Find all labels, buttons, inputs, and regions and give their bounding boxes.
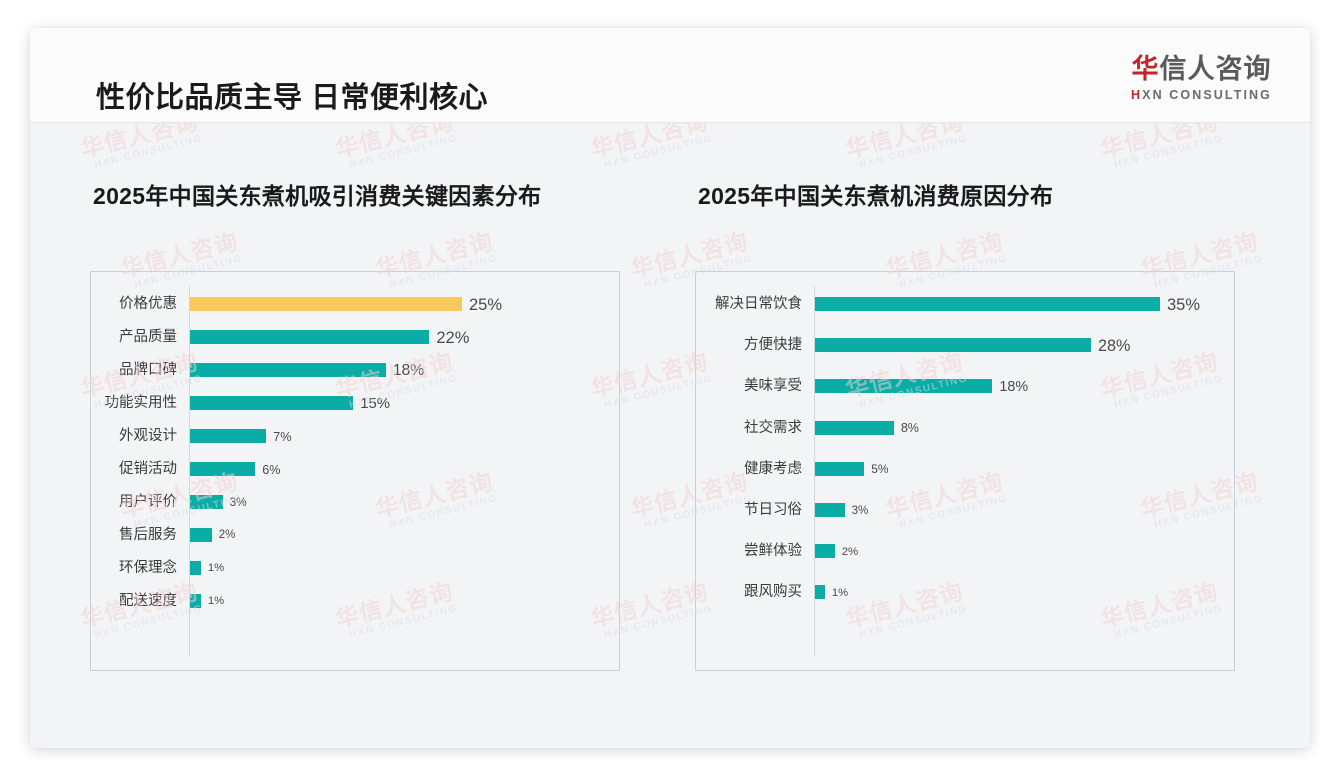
logo-accent-char: 华 [1131,54,1160,84]
bar-category-label: 节日习俗 [744,502,802,518]
bar-category-label: 功能实用性 [104,395,178,411]
bar [815,503,845,517]
bar-value-label: 2% [841,545,859,558]
bar [190,429,267,443]
bar-category-label: 方便快捷 [744,337,802,354]
bar-category-label: 品牌口碑 [119,362,177,378]
bar-category-label: 尝鲜体验 [744,543,802,560]
bar [815,461,865,476]
bar-row: 健康考虑 5% [696,461,1234,477]
bar-value-label: 5% [871,461,889,476]
bar-value-label: 18% [392,362,425,380]
logo-rest-chars: 信人咨询 [1159,54,1272,84]
bar-value-label: 28% [1098,337,1131,356]
bar [190,396,354,410]
slide-body: 2025年中国关东煮机吸引消费关键因素分布 价格优惠 25% 产品质量 22% 品牌口碑… [30,123,1310,748]
page-title: 性价比品质主导 日常便利核心 [96,82,489,114]
bar-category-label: 跟风购买 [744,584,802,601]
bar [190,297,462,311]
bar-series-left: 价格优惠 25% 产品质量 22% 品牌口碑 18% 功能实用性 15% 外观设计 7% 促销活动 6… [91,272,619,670]
bar [815,420,894,435]
plot-area-left: 价格优惠 25% 产品质量 22% 品牌口碑 18% 功能实用性 15% 外观设计 7% 促销活动 6… [91,272,619,670]
bar-row: 美味享受 18% [696,378,1234,394]
chart-panel-left: 价格优惠 25% 产品质量 22% 品牌口碑 18% 功能实用性 15% 外观设计 7% 促销活动 6… [90,271,620,671]
bar-row: 环保理念 1% [91,560,619,576]
slide-card: 华信人咨询 HXN CONSULTING 华信人咨询 HXN CONSULTING 华信… [30,28,1310,748]
bar-row: 价格优惠 25% [91,295,619,314]
bar [190,363,386,377]
bar-value-label: 1% [207,595,225,608]
bar-category-label: 促销活动 [119,461,177,477]
bar-category-label: 美味享受 [744,378,802,395]
bar-row: 节日习俗 3% [696,502,1234,518]
bar [815,338,1091,353]
bar-category-label: 环保理念 [119,560,177,576]
bar [190,462,256,476]
company-logo: 华信人咨询 HXN CONSULTING [1131,54,1272,102]
header-divider [30,122,1310,123]
bar-row: 促销活动 6% [91,461,619,477]
chart-panel-right: 解决日常饮食 35% 方便快捷 28% 美味享受 18% 社交需求 8% 健康考虑 5% 节日习俗 3… [695,271,1235,671]
chart-title-left: 2025年中国关东煮机吸引消费关键因素分布 [93,183,542,209]
bar [815,585,825,600]
bar-category-label: 价格优惠 [119,296,177,312]
bar-value-label: 1% [831,586,849,599]
bar-category-label: 配送速度 [119,593,177,609]
bar-row: 尝鲜体验 2% [696,543,1234,559]
bar-value-label: 6% [262,462,281,477]
logo-en-rest: XN CONSULTING [1142,87,1272,102]
bar-row: 解决日常饮食 35% [696,295,1234,314]
bar-value-label: 25% [469,295,503,314]
y-axis-line-right [814,286,815,656]
y-axis-line-left [189,286,190,656]
logo-chinese-text: 华信人咨询 [1131,54,1272,85]
chart-title-right: 2025年中国关东煮机消费原因分布 [698,183,1054,209]
bar-category-label: 用户评价 [119,494,177,510]
logo-english-text: HXN CONSULTING [1131,88,1272,102]
bar-row: 社交需求 8% [696,420,1234,436]
bar-value-label: 22% [436,328,470,347]
bar [190,561,201,575]
bar-category-label: 健康考虑 [744,460,802,477]
bar-row: 配送速度 1% [91,593,619,609]
bar [815,379,993,394]
bar-row: 外观设计 7% [91,428,619,444]
bar-value-label: 1% [207,562,225,575]
bar-value-label: 18% [999,379,1029,396]
bar-row: 跟风购买 1% [696,584,1234,600]
bar-row: 产品质量 22% [91,328,619,347]
bar-row: 方便快捷 28% [696,337,1234,356]
bar [190,330,430,344]
logo-en-accent: H [1131,87,1143,102]
bar-category-label: 外观设计 [119,428,177,444]
bar [190,528,212,542]
bar [815,544,835,559]
bar-category-label: 售后服务 [119,527,177,543]
bar-category-label: 解决日常饮食 [715,296,802,312]
bar-value-label: 15% [360,395,390,412]
bar-value-label: 3% [229,495,247,510]
bar-value-label: 7% [273,428,292,444]
bar-category-label: 产品质量 [119,329,177,345]
bar-value-label: 3% [851,504,869,518]
plot-area-right: 解决日常饮食 35% 方便快捷 28% 美味享受 18% 社交需求 8% 健康考虑 5% 节日习俗 3… [696,272,1234,670]
bar [190,594,201,608]
bar-row: 功能实用性 15% [91,395,619,411]
bar-category-label: 社交需求 [744,419,802,436]
bar-value-label: 2% [218,529,236,542]
bar-row: 用户评价 3% [91,494,619,510]
bar-row: 售后服务 2% [91,527,619,543]
slide-header: 性价比品质主导 日常便利核心 华信人咨询 HXN CONSULTING [30,28,1310,122]
bar [190,495,223,509]
bar-value-label: 35% [1167,295,1201,314]
bar-value-label: 8% [900,421,919,436]
bar-series-right: 解决日常饮食 35% 方便快捷 28% 美味享受 18% 社交需求 8% 健康考虑 5% 节日习俗 3… [696,272,1234,670]
bar [815,297,1160,311]
bar-row: 品牌口碑 18% [91,362,619,378]
